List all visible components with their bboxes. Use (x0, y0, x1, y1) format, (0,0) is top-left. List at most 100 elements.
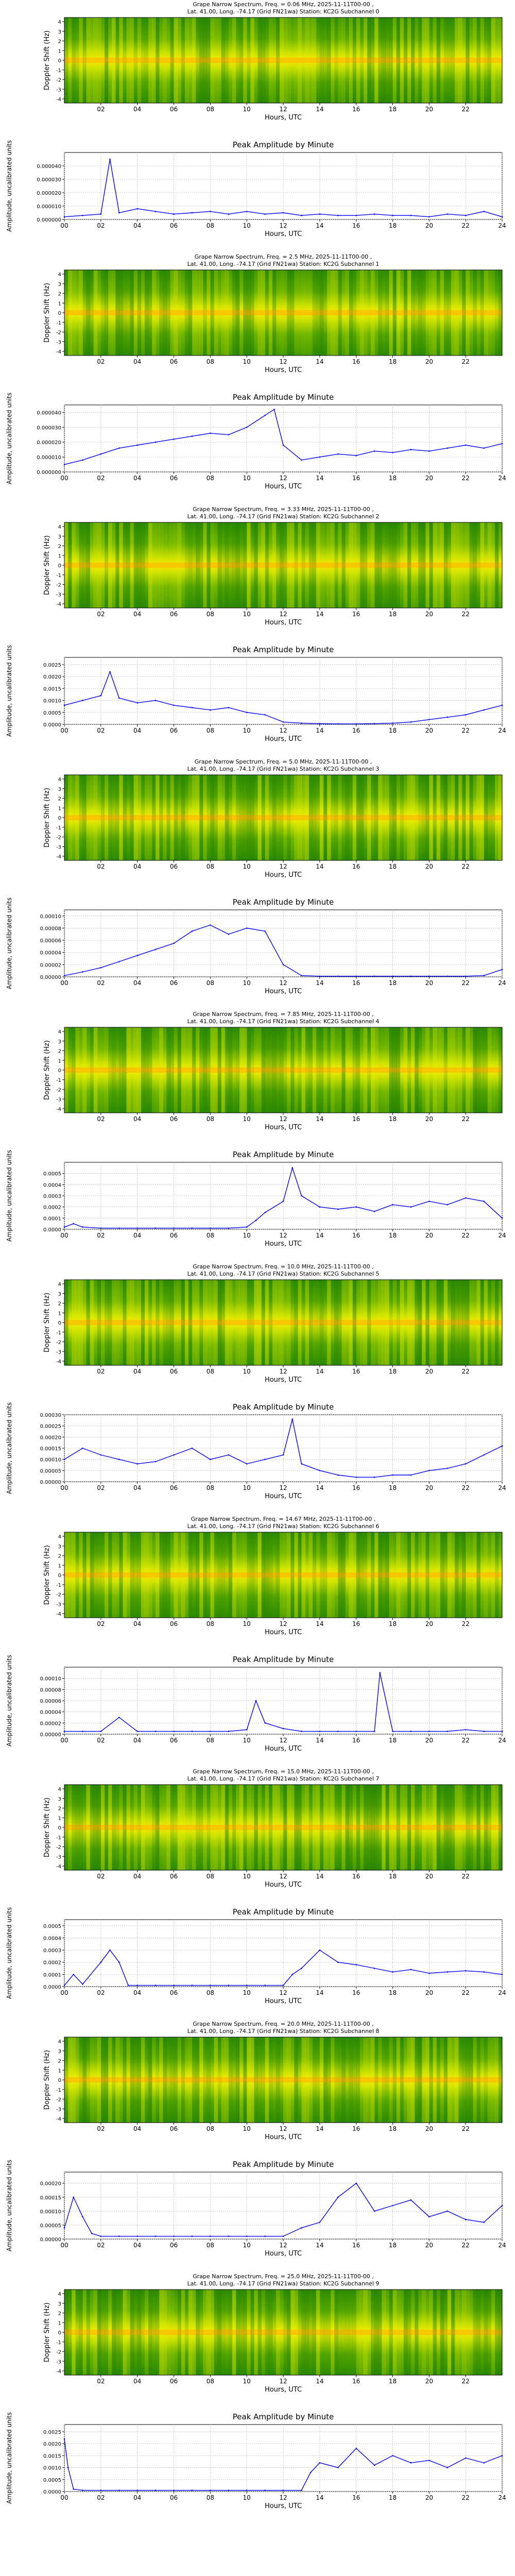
amplitude-data-point (63, 464, 65, 465)
amplitude-x-tick-label: 06 (170, 979, 178, 987)
amplitude-data-point (100, 967, 102, 969)
amplitude-data-point (154, 441, 157, 443)
amplitude-data-point (319, 213, 321, 215)
spectrogram-y-tick-label: -2 (56, 1845, 61, 1851)
amplitude-x-tick-label: 12 (279, 222, 287, 229)
amplitude-x-tick-label: 00 (60, 474, 68, 482)
channel-block-4: Grape Narrow Spectrum, Freq. = 7.85 MHz,… (6, 1011, 506, 1248)
amplitude-x-tick-label: 12 (279, 2494, 287, 2501)
amplitude-x-tick-label: 00 (60, 1232, 68, 1239)
amplitude-y-tick-label: 0.0025 (43, 2430, 61, 2435)
amplitude-data-point (63, 975, 65, 976)
amplitude-data-point (100, 695, 102, 697)
spectrogram-x-axis-label: Hours, UTC (265, 2133, 302, 2141)
amplitude-x-tick-label: 24 (498, 979, 506, 987)
amplitude-data-point (109, 158, 111, 160)
amplitude-x-tick-label: 00 (60, 727, 68, 734)
amplitude-chart-title: Peak Amplitude by Minute (233, 2412, 334, 2421)
spectrogram-y-tick-label: 2 (58, 1554, 61, 1560)
amplitude-x-tick-label: 10 (243, 979, 251, 987)
spectrogram-image (64, 1532, 503, 1618)
amplitude-data-point (282, 2489, 284, 2492)
spectrogram-x-tick-label: 14 (316, 863, 323, 870)
amplitude-data-point (136, 208, 139, 210)
spectrogram-x-tick-label: 02 (97, 2125, 105, 2132)
amplitude-data-point (501, 216, 503, 218)
amplitude-data-point (63, 704, 65, 706)
amplitude-data-point (447, 213, 449, 215)
amplitude-data-point (136, 444, 139, 446)
spectrogram-y-tick-label: 1 (58, 301, 61, 307)
amplitude-y-tick-label: 0.00008 (40, 1687, 61, 1693)
spectrogram-x-tick-label: 20 (425, 2125, 433, 2132)
spectrogram-y-tick-label: 4 (58, 272, 61, 278)
spectrogram-y-tick-label: -2 (56, 2350, 61, 2355)
spectrogram-x-tick-label: 10 (243, 358, 251, 365)
spectrogram-x-tick-label: 22 (462, 106, 470, 113)
amplitude-data-point (373, 975, 375, 977)
spectrogram-y-tick-label: 4 (58, 20, 61, 25)
spectrogram-x-tick-label: 08 (207, 863, 214, 870)
spectrogram-x-tick-label: 02 (97, 611, 105, 618)
amplitude-x-tick-label: 14 (316, 1737, 323, 1744)
spectrogram-x-axis-label: Hours, UTC (265, 2386, 302, 2394)
spectrogram-x-tick-label: 06 (170, 2378, 178, 2385)
spectrogram-y-tick-label: 1 (58, 48, 61, 54)
amplitude-data-point (483, 975, 485, 976)
amplitude-data-point (255, 1219, 257, 1221)
spectrogram-y-axis-label: Doppler Shift (Hz) (43, 30, 51, 90)
spectrogram-x-tick-label: 12 (279, 1873, 287, 1880)
spectrogram-x-tick-label: 12 (279, 106, 287, 113)
spectrogram-x-tick-label: 18 (389, 1620, 397, 1628)
amplitude-data-point (428, 975, 430, 977)
amplitude-y-tick-label: 0.000000 (37, 217, 61, 223)
amplitude-data-point (264, 1722, 266, 1724)
amplitude-x-tick-label: 18 (389, 2242, 397, 2249)
amplitude-y-tick-label: 0.0000 (43, 2489, 61, 2495)
amplitude-data-point (428, 1731, 430, 1732)
amplitude-y-tick-label: 0.00004 (40, 1710, 61, 1716)
amplitude-x-tick-label: 00 (60, 2494, 68, 2501)
spectrogram-x-tick-label: 08 (207, 1620, 214, 1628)
spectrogram-image (64, 1784, 503, 1871)
amplitude-x-tick-label: 04 (133, 2242, 141, 2249)
amplitude-data-point (210, 1459, 211, 1460)
amplitude-x-tick-label: 12 (279, 979, 287, 987)
spectrogram-x-tick-label: 10 (243, 1368, 251, 1375)
channel-block-3: Grape Narrow Spectrum, Freq. = 5.0 MHz, … (6, 758, 506, 995)
amplitude-y-axis-label: Amplitude, uncalibrated units (6, 897, 13, 989)
spectrogram-y-tick-label: -3 (56, 592, 61, 598)
amplitude-x-tick-label: 20 (425, 1989, 433, 1996)
amplitude-data-point (465, 1970, 467, 1972)
amplitude-x-tick-label: 14 (316, 1989, 323, 1996)
amplitude-chart: 0.0000 0.0001 0.0002 0.0003 0.0004 0.0005 00 02… (43, 1919, 506, 1996)
amplitude-y-tick-label: 0.00000 (40, 1480, 61, 1485)
amplitude-y-tick-label: 0.0004 (43, 1936, 61, 1941)
spectrogram-x-tick-label: 12 (279, 2378, 287, 2385)
amplitude-y-tick-label: 0.00015 (40, 1446, 61, 1452)
spectrogram-title-line1: Grape Narrow Spectrum, Freq. = 15.0 MHz,… (193, 1768, 374, 1775)
amplitude-x-tick-label: 20 (425, 2242, 433, 2249)
amplitude-data-point (228, 934, 230, 935)
amplitude-x-tick-label: 00 (60, 979, 68, 987)
spectrogram-y-tick-label: 2 (58, 292, 61, 297)
amplitude-data-point (264, 1459, 266, 1460)
spectrogram-y-tick-label: 2 (58, 39, 61, 45)
channel-block-1: Grape Narrow Spectrum, Freq. = 2.5 MHz, … (6, 253, 506, 490)
spectrogram-y-tick-label: -4 (56, 1107, 61, 1112)
amplitude-x-tick-label: 04 (133, 1232, 141, 1239)
amplitude-data-point (392, 2205, 393, 2207)
amplitude-y-tick-label: 0.00002 (40, 962, 61, 968)
amplitude-x-tick-label: 16 (352, 979, 360, 987)
amplitude-x-axis-label: Hours, UTC (265, 230, 302, 238)
spectrogram-title-line1: Grape Narrow Spectrum, Freq. = 5.0 MHz, … (195, 758, 372, 765)
spectrogram-x-tick-label: 14 (316, 1873, 323, 1880)
amplitude-data-point (319, 1949, 321, 1951)
amplitude-data-point (337, 453, 339, 455)
amplitude-x-tick-label: 24 (498, 1232, 506, 1239)
amplitude-data-point (118, 1227, 120, 1229)
amplitude-data-point (501, 1731, 503, 1732)
spectrogram-x-tick-label: 08 (207, 611, 214, 618)
amplitude-data-point (154, 948, 157, 951)
amplitude-data-point (210, 211, 211, 212)
